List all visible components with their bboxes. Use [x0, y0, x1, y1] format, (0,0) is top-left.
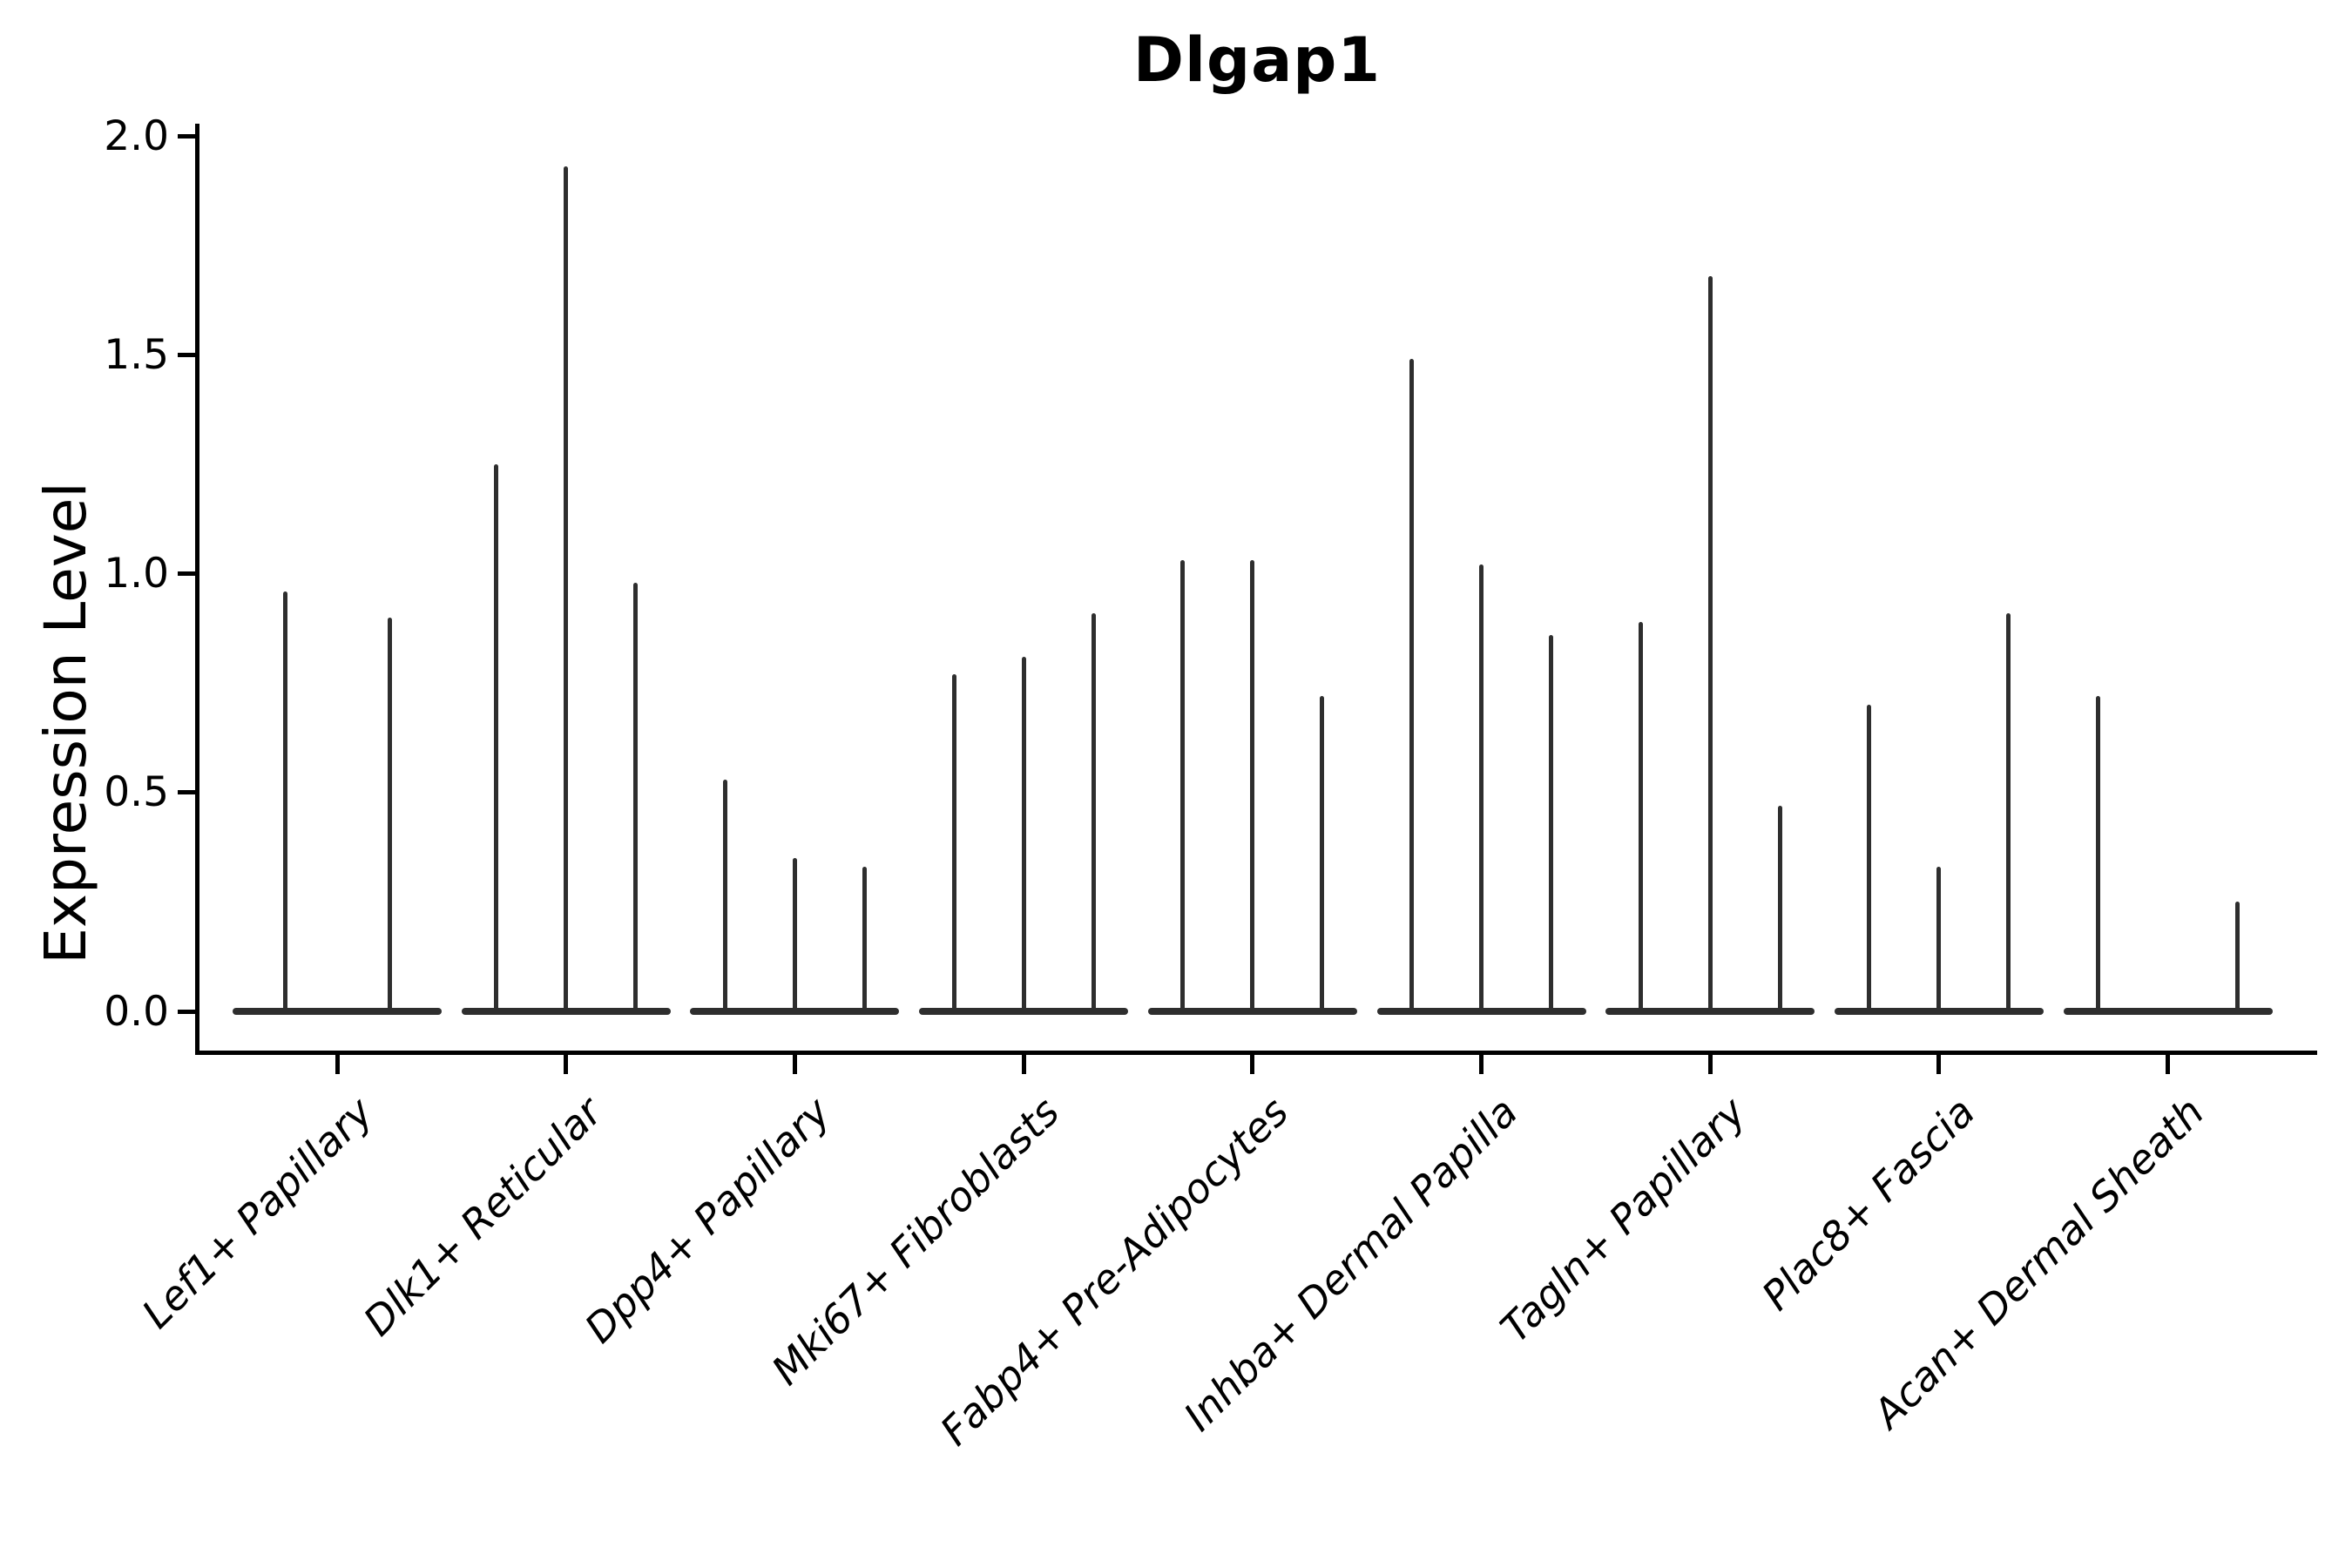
y-tick-label: 2.0 [104, 112, 169, 160]
violin-spike [722, 779, 727, 1015]
violin-spike [951, 674, 956, 1015]
x-tick-label: Dpp4+ Papillary [576, 1088, 840, 1352]
violin-spike [862, 867, 867, 1015]
y-tick [178, 352, 195, 357]
violin-spike [2006, 612, 2011, 1015]
y-tick [178, 790, 195, 795]
y-axis-line [195, 124, 199, 1054]
plot-title: Dlgap1 [1132, 24, 1382, 96]
violin-spike [1479, 564, 1484, 1015]
violin-spike [387, 617, 392, 1015]
x-tick-label: Dlk1+ Reticular [354, 1088, 612, 1345]
x-tick [792, 1055, 797, 1074]
x-tick [1021, 1055, 1026, 1074]
y-tick [178, 133, 195, 139]
violin-spike [1180, 560, 1186, 1015]
x-tick [1479, 1055, 1484, 1074]
violin-spike [1777, 805, 1782, 1015]
violin-spike [1409, 359, 1414, 1015]
x-tick-label: Tagln+ Papillary [1491, 1088, 1755, 1352]
violin-spike [792, 858, 797, 1015]
x-tick [2166, 1055, 2171, 1074]
violin-spike [1936, 867, 1942, 1015]
violin-spike [1250, 560, 1255, 1015]
y-tick-label: 0.5 [104, 768, 169, 817]
violin-spike [564, 166, 569, 1015]
violin-spike [1021, 656, 1026, 1015]
violin-base [233, 1008, 442, 1015]
violin-spike [494, 463, 499, 1015]
x-tick [564, 1055, 569, 1074]
violin-spike [282, 591, 287, 1015]
violin-spike [1549, 634, 1553, 1015]
x-tick-label: Lef1+ Papillary [132, 1088, 382, 1338]
x-tick [1250, 1055, 1255, 1074]
x-tick [335, 1055, 340, 1074]
y-tick-label: 1.5 [104, 330, 169, 379]
violin-spike [633, 582, 639, 1015]
x-tick [1707, 1055, 1713, 1074]
violin-spike [1320, 696, 1325, 1015]
y-tick-label: 0.0 [104, 987, 169, 1036]
violin-base [2063, 1008, 2273, 1015]
x-axis-line [195, 1051, 2317, 1055]
y-tick [178, 1009, 195, 1014]
violin-spike [1867, 705, 1872, 1015]
violin-spike [1707, 275, 1713, 1015]
y-tick [178, 571, 195, 576]
y-tick-label: 1.0 [104, 550, 169, 598]
violin-spike [2235, 902, 2240, 1015]
x-tick-label: Plac8+ Fascia [1752, 1088, 1984, 1320]
violin-spike [1638, 621, 1643, 1015]
x-tick [1936, 1055, 1942, 1074]
violin-spike [1091, 612, 1096, 1015]
violin-spike [2096, 696, 2101, 1015]
